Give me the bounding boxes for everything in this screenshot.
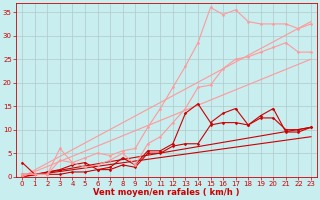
X-axis label: Vent moyen/en rafales ( km/h ): Vent moyen/en rafales ( km/h ) — [93, 188, 240, 197]
